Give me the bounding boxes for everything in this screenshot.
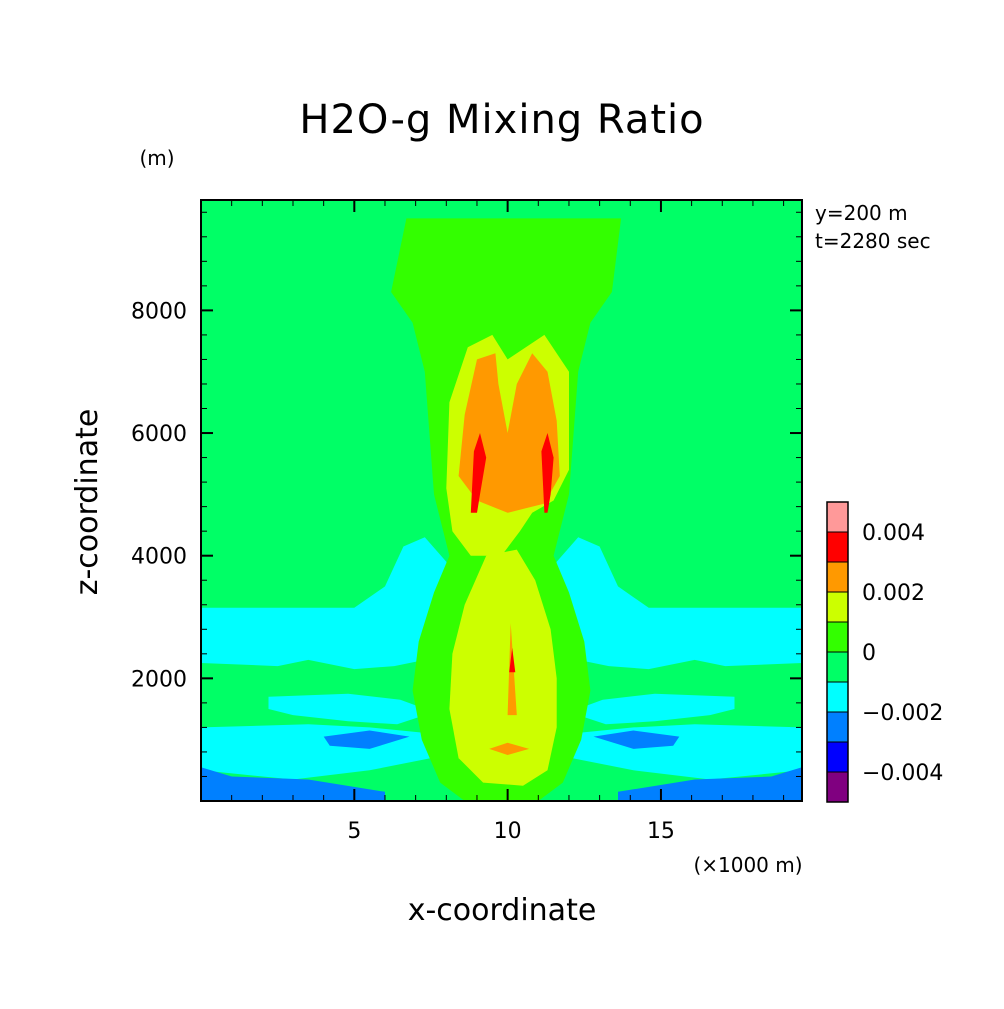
- contour-region-blue-bottom-right: [618, 767, 802, 801]
- colorbar-tick-label: 0.002: [862, 581, 925, 606]
- x-axis: 5 10 15: [347, 200, 675, 844]
- y-tick-label: 6000: [131, 422, 187, 447]
- colorbar-tick-label: 0: [862, 641, 876, 666]
- contour-region-cyan-lobe-left-mid: [268, 693, 434, 725]
- contour-region-cyan-band-right-upper: [547, 537, 802, 679]
- contour-region-blue-lens-right: [593, 730, 680, 749]
- colorbar-segment: [826, 531, 849, 563]
- colorbar-segment: [826, 561, 849, 593]
- y-tick-label: 4000: [131, 545, 187, 570]
- contour-region-blue-bottom-left: [201, 767, 385, 801]
- x-unit-label: (×1000 m): [693, 853, 802, 877]
- annotation-time: t=2280 sec: [815, 229, 931, 253]
- y-tick-label: 2000: [131, 667, 187, 692]
- colorbar-segment: [826, 591, 849, 623]
- contour-region-plume-orange-core: [458, 353, 560, 513]
- colorbar-segment: [826, 741, 849, 773]
- x-axis-title: x-coordinate: [408, 893, 597, 928]
- y-tick-label: 8000: [131, 299, 187, 324]
- y-axis-title: z-coordinate: [70, 409, 105, 596]
- colorbar-segment: [826, 681, 849, 713]
- colorbar: 0.004 0.002 0 −0.002 −0.004: [826, 501, 943, 803]
- plot-frame: [200, 199, 803, 802]
- colorbar-tick-label: −0.004: [862, 761, 943, 786]
- minor-ticks: [201, 200, 802, 801]
- contour-region-red-spike: [509, 647, 516, 673]
- contour-region-orange-lens-bottom: [489, 742, 530, 755]
- contour-region-cyan-lobe-right-mid: [569, 693, 735, 725]
- colorbar-segment: [826, 711, 849, 743]
- y-axis: 2000 4000 6000 8000: [131, 299, 802, 692]
- y-unit-label: (m): [139, 146, 174, 170]
- colorbar-segment: [826, 621, 849, 653]
- contour-regions: [201, 200, 802, 801]
- colorbar-segment: [826, 501, 849, 533]
- contour-region-cyan-band-left-upper: [201, 537, 456, 679]
- colorbar-segment: [826, 771, 849, 803]
- contour-region-blue-lens-left: [323, 730, 410, 749]
- x-tick-label: 15: [647, 819, 675, 844]
- contour-region-red-right-core: [541, 433, 554, 513]
- colorbar-frame: [826, 501, 849, 803]
- contour-region-red-left-core: [470, 433, 487, 513]
- chart-title: H2O-g Mixing Ratio: [299, 97, 704, 143]
- annotation-y-position: y=200 m: [815, 201, 908, 225]
- x-tick-label: 10: [494, 819, 522, 844]
- colorbar-segment: [826, 651, 849, 683]
- x-tick-label: 5: [347, 819, 361, 844]
- contour-region-plume-yellow-lower: [449, 549, 557, 786]
- colorbar-tick-label: 0.004: [862, 521, 925, 546]
- colorbar-tick-label: −0.002: [862, 701, 943, 726]
